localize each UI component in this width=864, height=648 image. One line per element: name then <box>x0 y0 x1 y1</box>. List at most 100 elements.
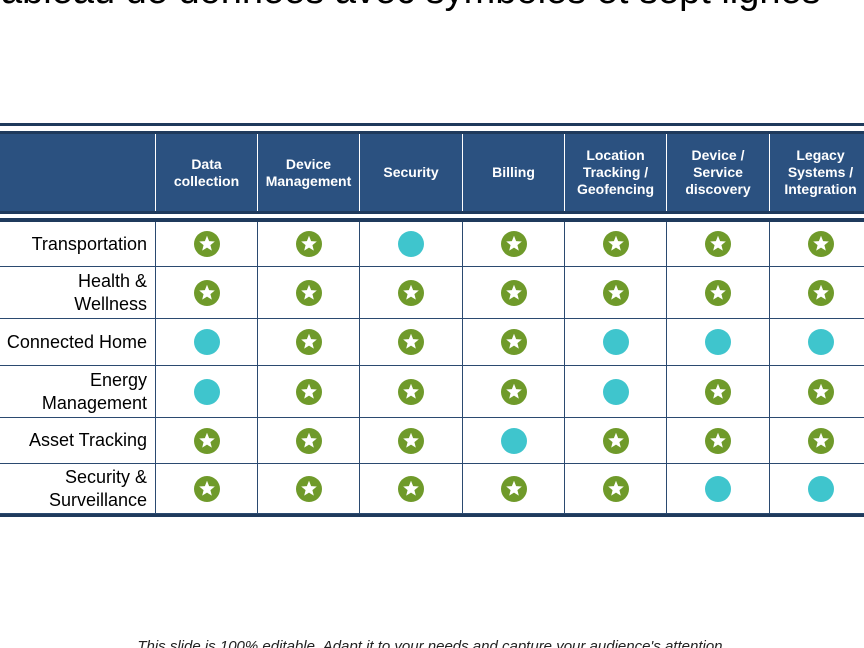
star-icon <box>295 279 322 306</box>
table-cell <box>769 366 864 418</box>
table-cell <box>564 267 666 319</box>
star-icon <box>602 231 629 257</box>
column-header: Data collection <box>155 134 257 211</box>
column-header: Security <box>359 134 462 211</box>
star-icon <box>500 231 527 257</box>
star-icon <box>193 475 220 502</box>
table-cell <box>462 418 564 464</box>
header-bottom-rule <box>0 211 864 214</box>
header-corner <box>0 134 155 211</box>
dot-icon <box>602 329 629 355</box>
star-icon <box>500 279 527 306</box>
star-icon <box>705 231 731 257</box>
table-cell <box>666 267 769 319</box>
table-cell <box>564 366 666 418</box>
row-label: Energy Management <box>0 366 155 418</box>
table-cell <box>359 222 462 267</box>
table-cell <box>155 366 257 418</box>
table-cell <box>155 267 257 319</box>
dot-icon <box>398 231 424 257</box>
header-rule <box>0 131 864 134</box>
table-cell <box>155 319 257 366</box>
table-cell <box>666 366 769 418</box>
star-icon <box>500 378 527 405</box>
table-cell <box>257 418 359 464</box>
row-label: Transportation <box>0 222 155 267</box>
table-cell <box>666 319 769 366</box>
star-icon <box>295 475 322 502</box>
dot-icon <box>807 475 834 502</box>
table-cell <box>462 464 564 514</box>
table-cell <box>769 464 864 514</box>
dot-icon <box>500 427 527 454</box>
table-cell <box>257 222 359 267</box>
dot-icon <box>705 329 731 355</box>
star-icon <box>705 427 731 454</box>
star-icon <box>295 329 322 355</box>
table-cell <box>769 222 864 267</box>
star-icon <box>500 329 527 355</box>
star-icon <box>398 329 424 355</box>
row-label: Connected Home <box>0 319 155 366</box>
star-icon <box>602 475 629 502</box>
row-label: Health & Wellness <box>0 267 155 319</box>
table-cell <box>666 418 769 464</box>
star-icon <box>193 279 220 306</box>
table-cell <box>564 418 666 464</box>
column-header: Billing <box>462 134 564 211</box>
star-icon <box>398 378 424 405</box>
star-icon <box>602 279 629 306</box>
table-cell <box>155 418 257 464</box>
row-label: Security & Surveillance <box>0 464 155 514</box>
table-cell <box>564 319 666 366</box>
star-icon <box>705 279 731 306</box>
star-icon <box>705 378 731 405</box>
star-icon <box>193 427 220 454</box>
table-cell <box>462 267 564 319</box>
table-cell <box>564 464 666 514</box>
footer-note: This slide is 100% editable. Adapt it to… <box>137 638 727 648</box>
table-cell <box>359 319 462 366</box>
bottom-rule <box>0 513 864 517</box>
star-icon <box>193 231 220 257</box>
column-header: Device Management <box>257 134 359 211</box>
table-cell <box>666 464 769 514</box>
star-icon <box>807 231 834 257</box>
star-icon <box>807 427 834 454</box>
table-cell <box>666 222 769 267</box>
column-header: Location Tracking / Geofencing <box>564 134 666 211</box>
star-icon <box>295 378 322 405</box>
row-label: Asset Tracking <box>0 418 155 464</box>
dot-icon <box>193 329 220 355</box>
star-icon <box>295 427 322 454</box>
star-icon <box>602 427 629 454</box>
table-cell <box>155 464 257 514</box>
dot-icon <box>807 329 834 355</box>
table-cell <box>359 267 462 319</box>
table-cell <box>359 418 462 464</box>
star-icon <box>398 279 424 306</box>
table-cell <box>257 464 359 514</box>
table-cell <box>257 366 359 418</box>
table-cell <box>462 319 564 366</box>
dot-icon <box>193 378 220 405</box>
star-icon <box>500 475 527 502</box>
table-cell <box>462 366 564 418</box>
column-header: Device / Service discovery <box>666 134 769 211</box>
top-rule <box>0 123 864 126</box>
star-icon <box>807 279 834 306</box>
table-cell <box>359 366 462 418</box>
dot-icon <box>705 475 731 502</box>
table-cell <box>769 418 864 464</box>
table-cell <box>359 464 462 514</box>
body-top-rule <box>0 218 864 222</box>
star-icon <box>295 231 322 257</box>
slide-title: Tableau de données avec symboles et sept… <box>0 0 821 13</box>
table-cell <box>564 222 666 267</box>
table-cell <box>462 222 564 267</box>
star-icon <box>398 475 424 502</box>
table-cell <box>257 319 359 366</box>
star-icon <box>398 427 424 454</box>
table-cell <box>257 267 359 319</box>
table-cell <box>769 319 864 366</box>
